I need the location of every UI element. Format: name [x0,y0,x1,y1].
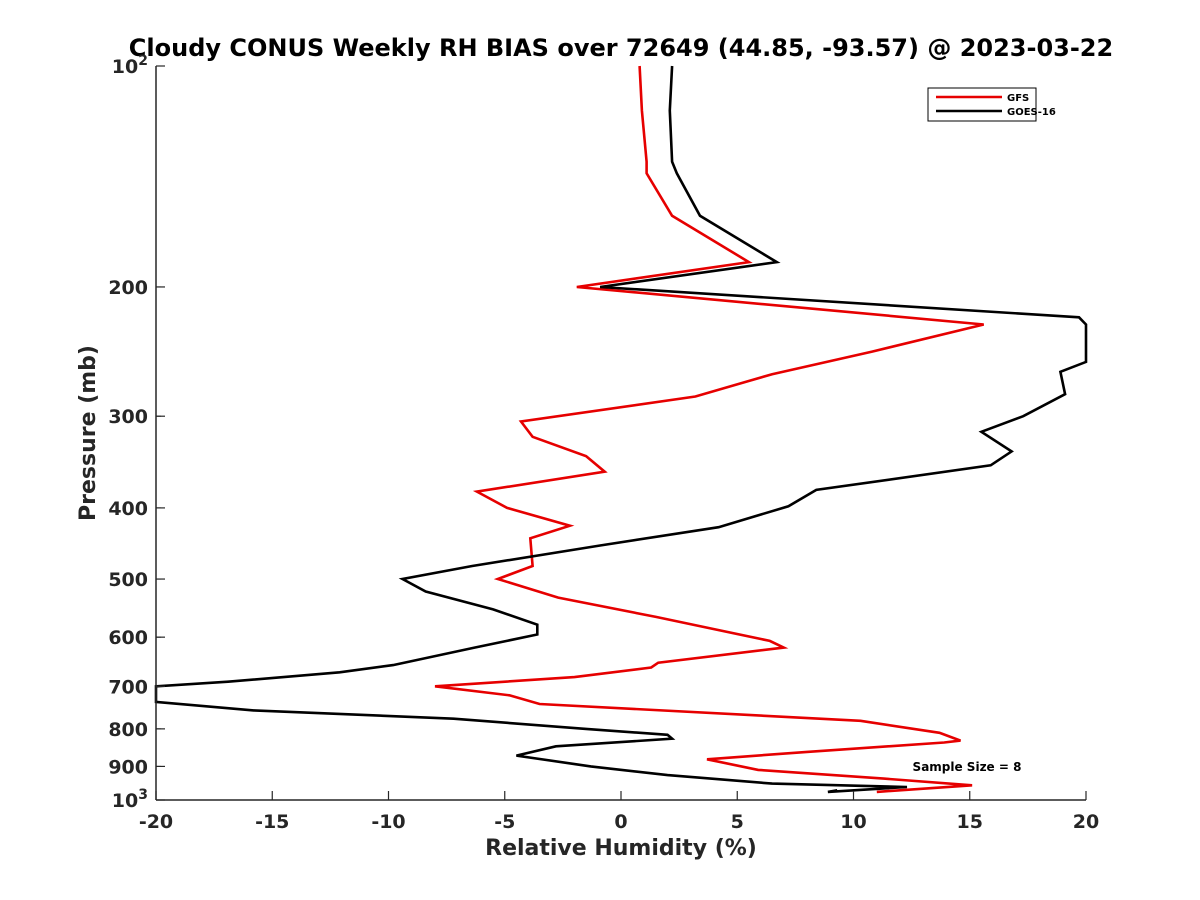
y-tick-label: 200 [108,277,148,299]
legend-label-gfs: GFS [1007,93,1029,104]
sample-size-annotation: Sample Size = 8 [913,760,1022,774]
y-tick-label: 300 [108,406,148,428]
x-tick-label: 20 [1073,811,1099,833]
x-tick-label: -5 [494,811,515,833]
y-tick-label: 400 [108,498,148,520]
legend: GFS GOES-16 [927,87,1056,122]
x-tick-label: 10 [840,811,866,833]
series-lines [154,65,1088,794]
x-tick-label: -15 [255,811,289,833]
y-tick-label: 500 [108,569,148,591]
axes: -20 -15 -10 -5 0 5 10 15 20 102 200 300 400 500 600 700… [108,53,1099,833]
y-tick-label: 103 [112,787,148,812]
legend-box [927,87,1037,122]
chart-title: Cloudy CONUS Weekly RH BIAS over 72649 (… [129,34,1113,62]
legend-label-goes16: GOES-16 [1007,107,1056,118]
y-tick-label: 102 [112,53,148,78]
y-tick-label: 700 [108,676,148,698]
y-axis-label: Pressure (mb) [76,345,101,521]
x-tick-label: 5 [731,811,744,833]
x-tick-label: 0 [614,811,627,833]
x-tick-label: -20 [139,811,173,833]
series-line-goes16 [154,65,1088,794]
y-tick-label: 800 [108,719,148,741]
x-tick-label: -10 [371,811,405,833]
series-line-gfs [434,65,985,794]
x-tick-label: 15 [957,811,983,833]
y-tick-label: 600 [108,627,148,649]
x-axis-label: Relative Humidity (%) [485,836,757,861]
y-tick-label: 900 [108,756,148,778]
